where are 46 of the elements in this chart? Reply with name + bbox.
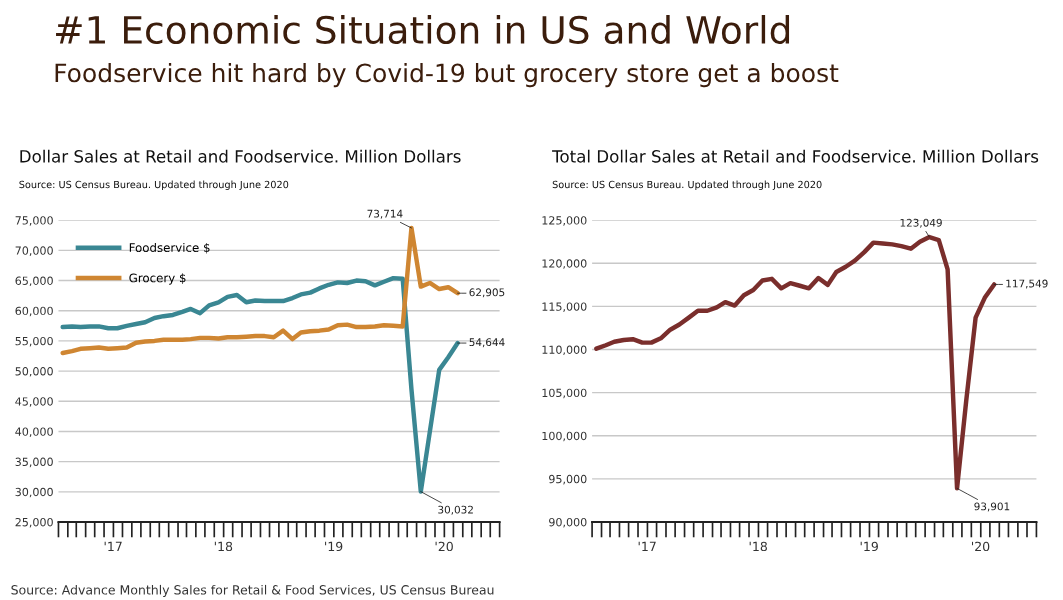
annotation: 117,549 (1006, 279, 1048, 289)
y-tick-label: 60,000 (15, 306, 53, 317)
y-tick-label: 35,000 (15, 457, 53, 468)
chart-title: Total Dollar Sales at Retail and Foodservice. Million Dollars (552, 149, 1039, 163)
chart-subtitle: Source: US Census Bureau. Updated through June 2020 (552, 180, 822, 191)
x-tick-label: '17 (104, 541, 122, 551)
chart-title: Dollar Sales at Retail and Foodservice. Million Dollars (20, 149, 461, 163)
text: Foodservice hit hard by Covid-19 but grocery store get a boost (55, 63, 839, 88)
x-tick-label: '17 (638, 541, 656, 551)
annotation: 73,714 (367, 209, 403, 219)
y-tick-label: 75,000 (15, 216, 53, 226)
y-tick-label: 95,000 (549, 474, 587, 485)
x-tick-label: '19 (325, 541, 343, 552)
line-series (594, 234, 997, 491)
chart-subtitle: Source: US Census Bureau. Updated through June 2020 (19, 180, 289, 191)
y-tick-label: 50,000 (15, 367, 53, 377)
y-tick-label: 45,000 (15, 397, 53, 407)
y-tick-label: 115,000 (542, 302, 587, 312)
x-tick-label: '18 (749, 541, 767, 552)
y-tick-label: 125,000 (542, 216, 587, 226)
y-tick-label: 70,000 (15, 246, 53, 256)
annotation: 93,901 (974, 502, 1010, 512)
annotation: 54,644 (469, 338, 505, 348)
x-tick-label: '18 (214, 541, 233, 552)
legend-label: Grocery $ (129, 273, 186, 285)
line-series (60, 275, 460, 494)
text: #1 Economic Situation in US and World (56, 15, 790, 45)
legend-label: Foodservice $ (129, 242, 210, 254)
annotation: 123,049 (900, 218, 942, 228)
y-tick-label: 120,000 (542, 259, 587, 269)
y-tick-label: 90,000 (549, 517, 587, 528)
x-tick-label: '20 (972, 541, 990, 552)
y-tick-label: 30,000 (15, 487, 53, 498)
x-tick-label: '20 (435, 541, 453, 552)
line-series (60, 225, 460, 356)
y-tick-label: 110,000 (542, 345, 587, 356)
annotation: 62,905 (469, 288, 505, 298)
y-tick-label: 65,000 (15, 276, 53, 287)
y-tick-label: 25,000 (15, 517, 53, 528)
source-note: Source: Advance Monthly Sales for Retail & Food Services, US Census Bureau (11, 584, 494, 597)
annotation: 30,032 (438, 505, 473, 515)
y-tick-label: 55,000 (15, 336, 53, 347)
y-tick-label: 105,000 (542, 388, 587, 399)
y-tick-label: 100,000 (542, 431, 587, 442)
x-tick-label: '19 (860, 541, 878, 552)
y-tick-label: 40,000 (15, 427, 53, 437)
